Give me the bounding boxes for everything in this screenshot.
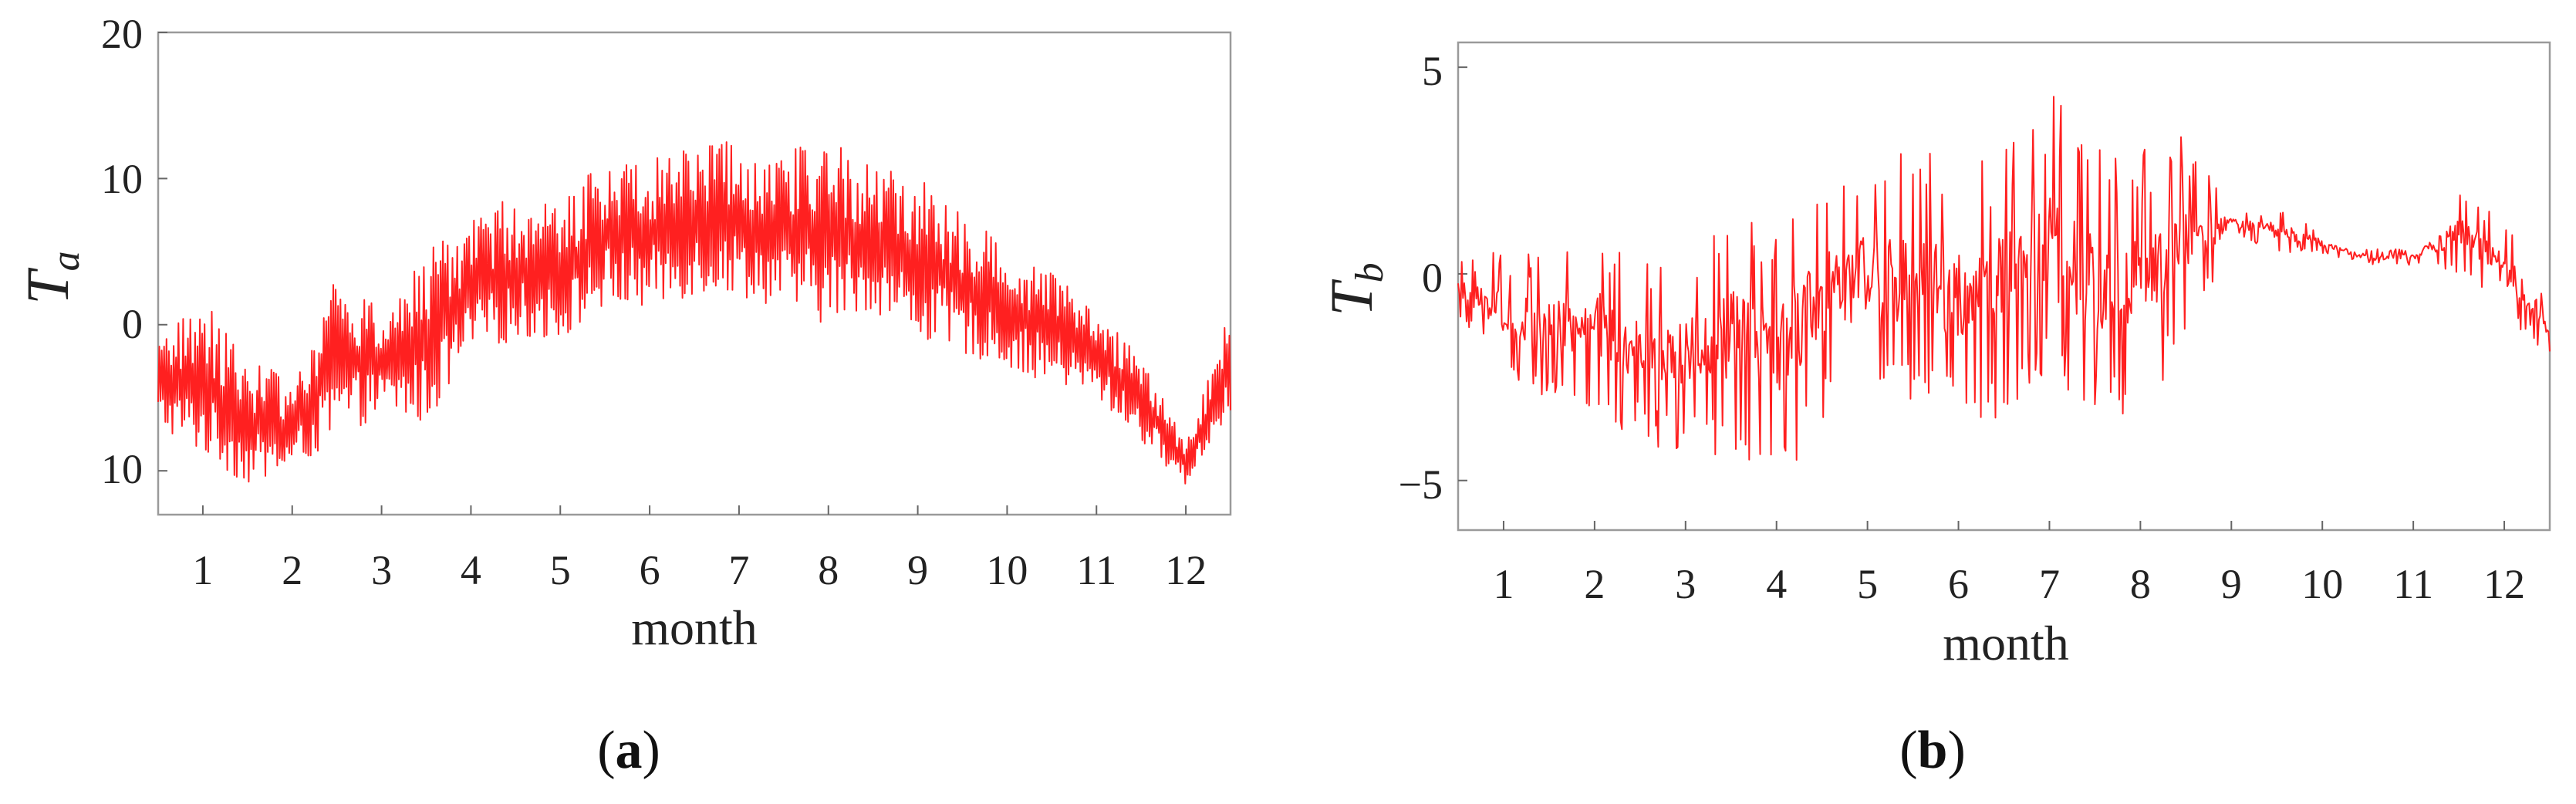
xtick-label: 4 xyxy=(1766,561,1787,607)
y-axis-label-sub-b: b xyxy=(1348,262,1392,282)
ytick-label-b: −5 xyxy=(1399,461,1443,508)
plot-frame-b xyxy=(1457,41,2551,532)
xtick-labels-b: 1 2 3 4 5 6 7 8 9 10 11 12 xyxy=(1493,561,2525,607)
xtick-label: 1 xyxy=(1493,561,1514,607)
panel-caption-b: (b) xyxy=(1899,721,1966,780)
panel-a: 20 10 0 10 1 2 3 4 5 6 7 8 9 10 11 12 month Ta (a) xyxy=(14,11,1232,780)
y-axis-label-sub-a: a xyxy=(44,251,88,271)
xtick-label: 7 xyxy=(728,547,749,593)
xtick-label: 1 xyxy=(192,547,213,593)
xtick-label: 6 xyxy=(640,547,660,593)
xtick-label: 5 xyxy=(1857,561,1878,607)
panel-caption-a: (a) xyxy=(597,721,660,780)
axis-ticks-b xyxy=(1458,66,2506,530)
axis-ticks-a xyxy=(158,32,1187,515)
xtick-label: 9 xyxy=(907,547,928,593)
temperature-series-a xyxy=(157,141,1231,485)
ytick-label-b: 5 xyxy=(1422,48,1443,94)
xtick-label: 10 xyxy=(2301,561,2343,607)
xtick-label: 12 xyxy=(1165,547,1207,593)
xtick-label: 4 xyxy=(461,547,481,593)
xtick-label: 11 xyxy=(2393,561,2433,607)
ytick-label-a: 20 xyxy=(101,11,143,57)
xtick-label: 5 xyxy=(550,547,571,593)
ytick-label-b: 0 xyxy=(1422,255,1443,301)
xtick-label: 2 xyxy=(282,547,302,593)
xtick-label: 9 xyxy=(2221,561,2242,607)
xtick-label: 6 xyxy=(1948,561,1969,607)
ytick-label-a: 10 xyxy=(101,156,143,202)
xtick-label: 12 xyxy=(2483,561,2525,607)
x-axis-label-a: month xyxy=(631,600,758,655)
y-axis-label-b: Tb xyxy=(1318,262,1392,316)
x-axis-label-b: month xyxy=(1943,616,2069,671)
caption-letter-b: b xyxy=(1918,721,1948,780)
panel-b: 5 0 −5 1 2 3 4 5 6 7 8 9 10 11 12 month Tb (b) xyxy=(1318,41,2551,780)
xtick-label: 2 xyxy=(1584,561,1605,607)
xtick-label: 11 xyxy=(1076,547,1116,593)
caption-letter-a: a xyxy=(616,721,643,780)
ytick-label-a: 0 xyxy=(122,301,143,347)
xtick-labels-a: 1 2 3 4 5 6 7 8 9 10 11 12 xyxy=(192,547,1207,593)
plot-frame-a xyxy=(157,31,1232,516)
y-axis-label-a: Ta xyxy=(14,251,88,304)
temperature-series-b xyxy=(1457,96,2551,461)
xtick-label: 7 xyxy=(2039,561,2060,607)
xtick-label: 3 xyxy=(371,547,392,593)
y-axis-label-main-b: T xyxy=(1318,279,1385,316)
xtick-label: 8 xyxy=(2130,561,2151,607)
xtick-label: 3 xyxy=(1675,561,1696,607)
xtick-label: 8 xyxy=(818,547,839,593)
xtick-label: 10 xyxy=(986,547,1028,593)
ytick-label-a: 10 xyxy=(101,446,143,492)
y-axis-label-main-a: T xyxy=(14,268,81,305)
